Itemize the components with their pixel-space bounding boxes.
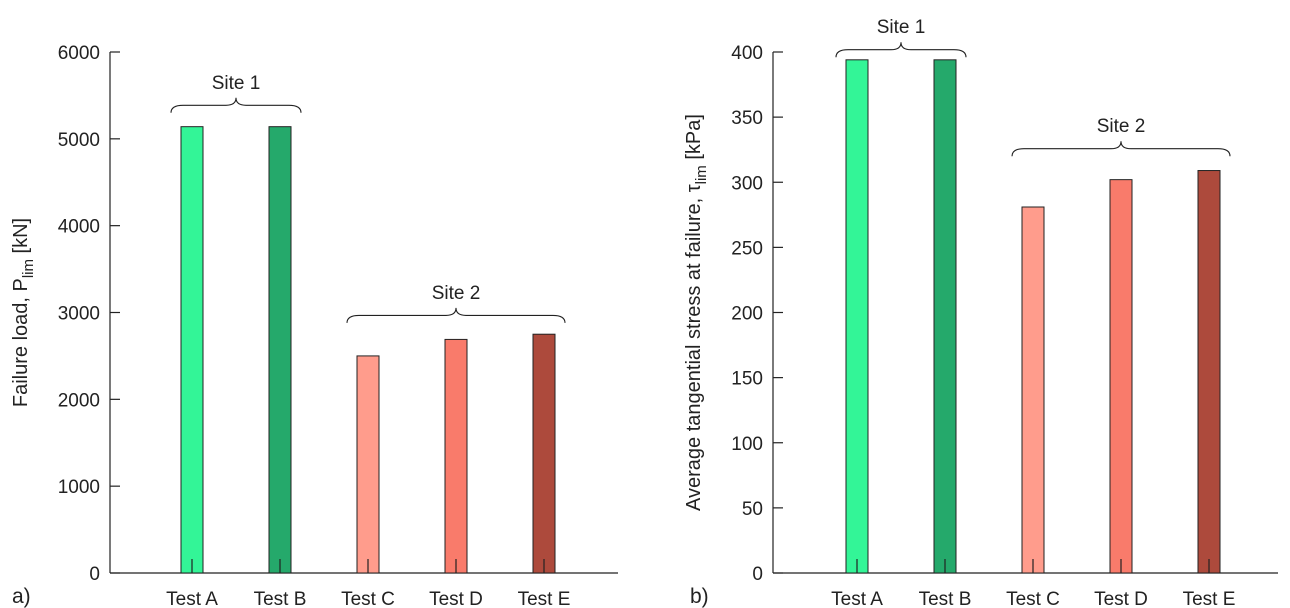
bar-test-c (356, 355, 380, 574)
y-tick-label: 3000 (58, 304, 100, 325)
x-tick-label: Test A (831, 589, 883, 608)
bar-test-a (180, 126, 204, 574)
panel-label: b) (690, 585, 709, 608)
bar-test-b (933, 59, 957, 574)
x-tick-label: Test C (1006, 589, 1060, 608)
y-tick-label: 400 (731, 43, 763, 64)
group-label: Site 2 (1097, 116, 1146, 137)
chart-panel-a: 0 1000 2000 3000 4000 5000 6000 Test A Test B Tes… (10, 43, 618, 608)
y-tick-label: 100 (731, 434, 763, 455)
group-brace (1011, 141, 1231, 157)
y-tick-label: 150 (731, 369, 763, 390)
group-label: Site 2 (432, 283, 481, 304)
group-label: Site 1 (877, 17, 926, 38)
bar-test-b (268, 126, 292, 574)
y-tick-label: 5000 (58, 130, 100, 151)
x-tick-label: Test C (341, 589, 395, 608)
x-tick-label: Test E (518, 589, 571, 608)
x-tick-label: Test A (166, 589, 218, 608)
x-tick-label: Test B (919, 589, 972, 608)
group-brace (346, 307, 566, 323)
x-tick-label: Test D (1094, 589, 1148, 608)
y-tick-label: 1000 (58, 477, 100, 498)
x-tick-label: Test E (1183, 589, 1236, 608)
group-brace (170, 97, 302, 113)
bar-test-a (845, 59, 869, 574)
y-tick-label: 200 (731, 304, 763, 325)
group-brace (835, 42, 967, 58)
group-label: Site 1 (212, 73, 261, 94)
bar-test-c (1021, 206, 1045, 574)
y-axis-label: Failure load, Plim [kN] (10, 218, 37, 407)
bar-test-d (444, 338, 468, 574)
y-tick-label: 350 (731, 108, 763, 129)
y-tick-label: 50 (742, 499, 763, 520)
y-tick-label: 2000 (58, 390, 100, 411)
y-axis-label: Average tangential stress at failure, τl… (683, 114, 710, 511)
chart-panel-b: 0 50 100 150 200 250 300 350 400 Test A Test B Test… (683, 17, 1278, 608)
y-tick-label: 0 (89, 564, 100, 585)
x-tick-label: Test D (429, 589, 483, 608)
panel-label: a) (12, 585, 31, 608)
y-tick-label: 250 (731, 238, 763, 259)
y-tick-label: 300 (731, 173, 763, 194)
y-tick-label: 6000 (58, 43, 100, 64)
x-tick-label: Test B (254, 589, 307, 608)
bar-test-e (1197, 170, 1221, 574)
bar-test-e (532, 333, 556, 574)
y-tick-label: 4000 (58, 217, 100, 238)
y-tick-label: 0 (752, 564, 763, 585)
bar-test-d (1109, 179, 1133, 574)
